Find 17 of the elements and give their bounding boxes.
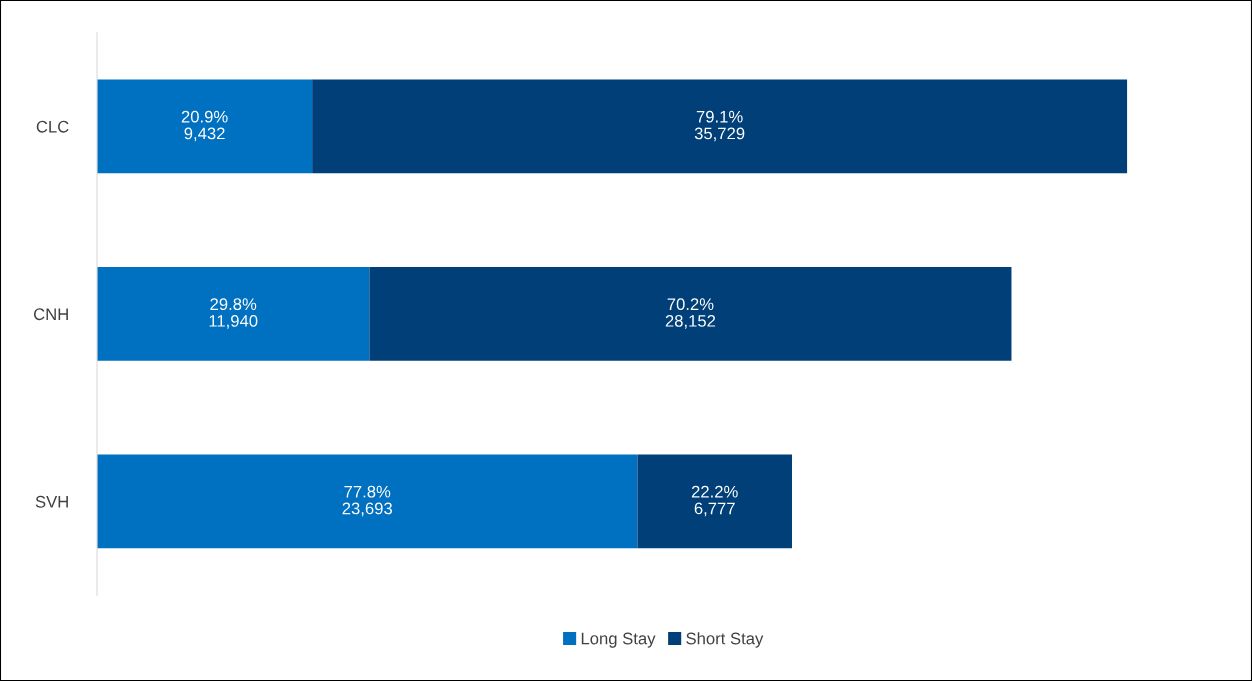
y-tick-label: CLC	[36, 120, 69, 133]
data-label: 20.9% 9,432	[181, 110, 228, 142]
bar	[97, 79, 313, 174]
legend-label: Long Stay	[581, 632, 656, 648]
bar	[312, 79, 1128, 174]
bar	[97, 267, 370, 361]
legend-label: Short Stay	[686, 632, 764, 648]
y-tick-label: SVH	[35, 495, 68, 508]
bar	[369, 267, 1012, 361]
data-label: 70.2% 28,152	[665, 298, 716, 329]
bar	[637, 454, 792, 549]
data-label: 79.1% 35,729	[694, 110, 745, 142]
y-tick-label: CNH	[33, 308, 68, 321]
bar	[97, 454, 638, 549]
data-label: 77.8% 23,693	[342, 485, 392, 517]
data-label: 22.2% 6,777	[691, 485, 738, 517]
data-label: 29.8% 11,940	[209, 298, 258, 329]
